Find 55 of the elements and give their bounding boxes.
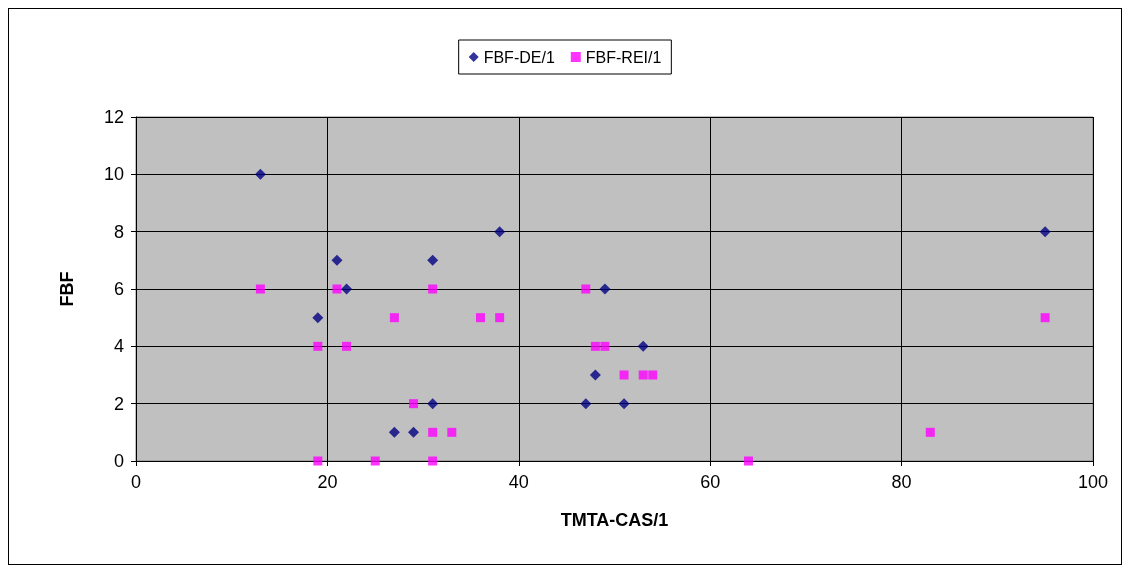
point xyxy=(590,341,600,351)
point xyxy=(389,313,399,323)
point xyxy=(618,398,630,410)
point xyxy=(743,456,753,466)
point xyxy=(428,284,438,294)
legend-label: FBF-DE/1 xyxy=(483,48,555,66)
point xyxy=(332,284,342,294)
point xyxy=(313,456,323,466)
x-tick-label: 80 xyxy=(891,472,912,492)
point xyxy=(581,284,591,294)
point xyxy=(600,341,610,351)
point xyxy=(638,370,648,380)
point xyxy=(580,398,592,410)
legend-label: FBF-REI/1 xyxy=(585,48,662,66)
point xyxy=(925,427,935,437)
point xyxy=(637,340,649,352)
point xyxy=(427,398,439,410)
point xyxy=(495,313,505,323)
x-tick-label: 20 xyxy=(317,472,338,492)
point xyxy=(408,426,420,438)
point xyxy=(599,283,611,295)
x-tick-label: 100 xyxy=(1077,472,1109,492)
point xyxy=(447,427,457,437)
point xyxy=(388,426,400,438)
point xyxy=(409,399,419,409)
y-tick-label: 0 xyxy=(113,451,124,471)
x-tick-label: 0 xyxy=(130,472,142,492)
point xyxy=(341,283,353,295)
point xyxy=(428,456,438,466)
point xyxy=(494,226,506,238)
point xyxy=(254,168,266,180)
point xyxy=(619,370,629,380)
y-tick-label: 8 xyxy=(113,221,124,242)
y-axis-title: FBF xyxy=(57,271,77,307)
y-tick-label: 10 xyxy=(103,164,124,185)
point xyxy=(255,284,265,294)
point xyxy=(370,456,380,466)
y-tick-label: 4 xyxy=(113,336,124,357)
point xyxy=(313,341,323,351)
point xyxy=(1040,313,1050,323)
y-tick-label: 2 xyxy=(113,393,124,414)
point xyxy=(1039,226,1051,238)
point xyxy=(428,427,438,437)
point xyxy=(589,369,601,381)
point xyxy=(476,313,486,323)
y-tick-label: 6 xyxy=(113,279,124,299)
x-tick-label: 60 xyxy=(700,472,721,492)
y-tick-label: 12 xyxy=(103,107,124,127)
point xyxy=(427,254,439,266)
point xyxy=(331,254,343,266)
x-tick-label: 40 xyxy=(508,472,529,492)
point xyxy=(648,370,658,380)
x-axis-title: TMTA-CAS/1 xyxy=(560,510,669,530)
point xyxy=(342,341,352,351)
point xyxy=(312,312,324,324)
